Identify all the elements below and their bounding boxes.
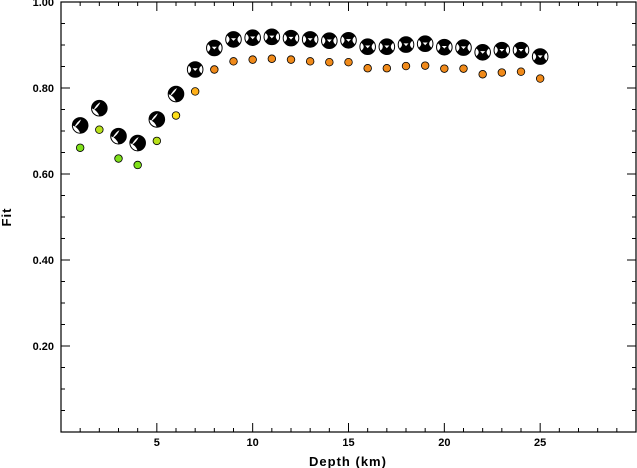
focal-mechanism-mark [436,38,453,56]
x-tick-label: 25 [534,437,546,449]
fit-point [401,61,411,71]
fit-point [210,65,219,74]
fit-point [497,68,507,77]
focal-mechanism-mark [340,31,357,49]
focal-mechanism-mark [359,38,376,56]
fit-point [133,160,142,170]
focal-mechanism-mark [148,111,166,128]
x-tick-label: 5 [154,437,160,449]
fit-point [190,87,200,96]
y-axis-label: Fit [0,208,14,227]
x-axis-label: Depth (km) [309,454,387,468]
fit-point [248,55,257,64]
plot-frame [60,1,637,433]
y-tick-label: 0.60 [33,169,54,181]
fit-point [229,57,238,66]
y-tick-label: 0.80 [33,83,54,95]
fit-point [420,61,430,70]
focal-mechanism-mark [71,117,89,134]
focal-mechanism-mark [91,99,108,117]
focal-mechanism-mark [167,85,185,103]
fit-point [478,70,487,79]
focal-mechanism-mark [397,36,415,53]
focal-mechanism-mark [474,44,491,61]
x-tick-label: 20 [438,437,450,449]
focal-mechanism-mark [531,48,549,65]
fit-point [114,154,123,163]
fit-point [363,64,372,73]
x-tick-label: 10 [247,437,259,449]
focal-mechanism-mark [493,41,511,59]
fit-point [382,64,392,73]
fit-point [516,67,526,76]
y-tick-label: 0.40 [33,255,54,267]
fit-point [152,136,162,146]
fit-point [344,58,353,67]
y-tick-label: 1.00 [33,0,54,9]
axis-tick-labels: 5 10 15 20 25 0.20 0.40 0.60 0.80 1.00 [33,0,547,449]
focal-mechanism-mark [301,31,319,48]
focal-mechanism-mark [186,61,204,78]
focal-mechanism-mark [206,39,223,57]
focal-mechanism-mark [282,29,300,47]
fit-point [267,54,277,63]
focal-mechanism-mark [110,127,127,145]
fit-point [95,125,104,134]
focal-mechanism-mark [512,41,530,59]
y-tick-label: 0.20 [33,341,54,353]
data-marks [71,28,549,170]
fit-point [305,57,315,66]
focal-mechanism-mark [378,38,396,56]
fit-point [171,111,181,120]
focal-mechanism-mark [244,29,261,46]
fit-point [286,55,296,64]
focal-mechanism-mark [416,35,434,53]
focal-mechanism-mark [129,134,146,152]
fit-point [325,58,334,67]
focal-mechanism-mark [321,32,338,50]
fit-point [535,74,545,83]
focal-mechanism-mark [263,28,281,46]
axis-ticks [61,2,636,432]
fit-point [75,143,85,152]
focal-mechanism-mark [225,31,242,48]
fit-point [459,64,468,73]
fit-point [440,64,449,73]
focal-mechanism-mark [455,39,472,56]
x-tick-label: 15 [342,437,354,449]
